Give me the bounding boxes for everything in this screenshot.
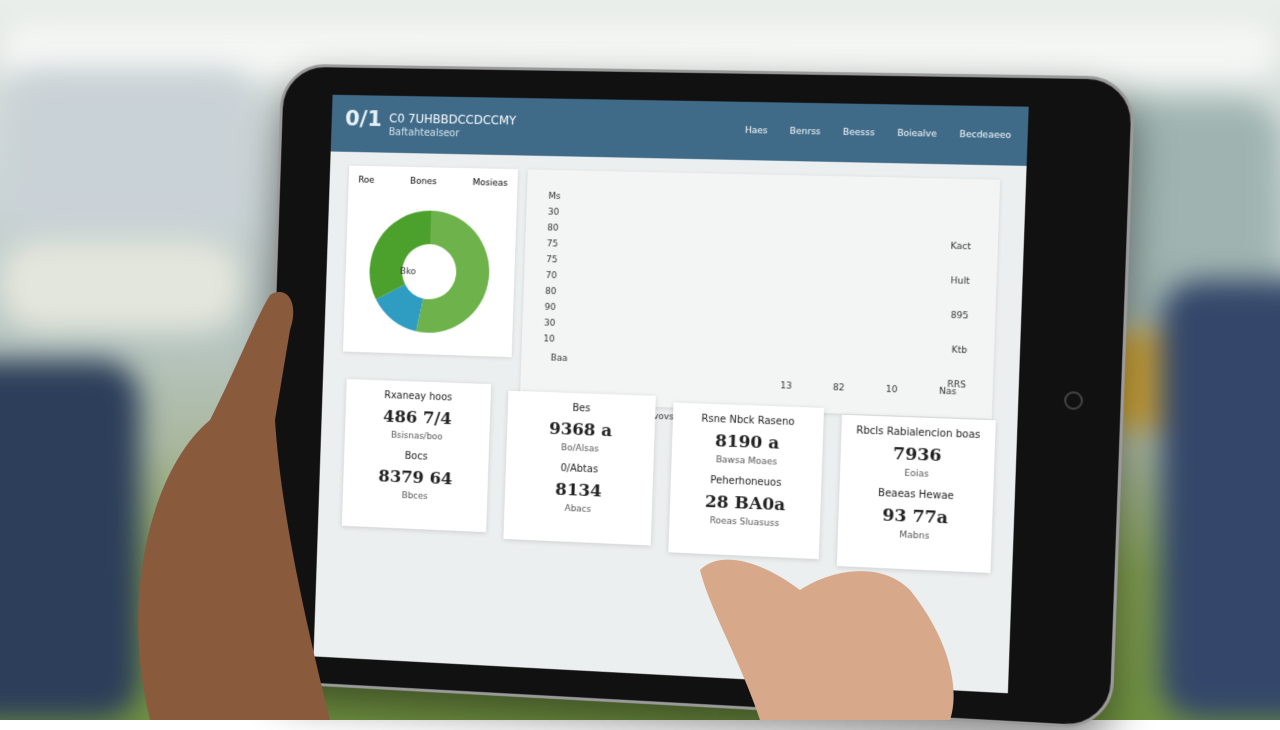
right-hand <box>700 560 954 720</box>
left-hand <box>138 292 330 720</box>
